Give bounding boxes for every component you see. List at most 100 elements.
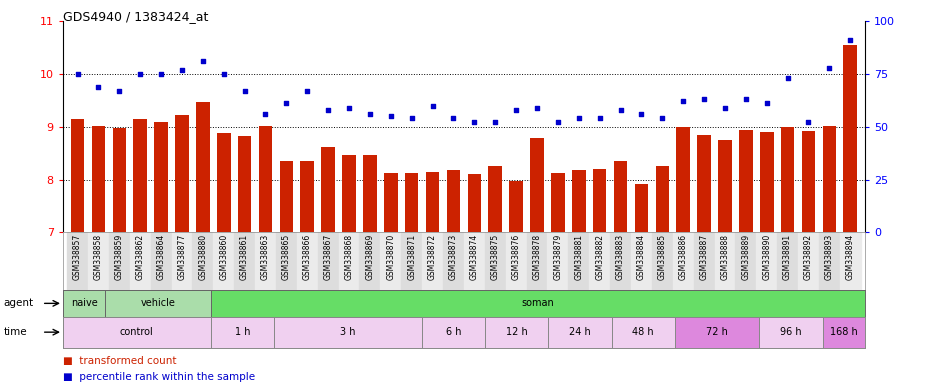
Bar: [589, 232, 610, 290]
Text: 168 h: 168 h: [830, 327, 857, 337]
Bar: [105, 290, 211, 317]
Text: GSM338880: GSM338880: [198, 234, 207, 280]
Text: time: time: [4, 327, 28, 337]
Bar: [463, 232, 485, 290]
Bar: [63, 290, 105, 317]
Text: GSM338878: GSM338878: [533, 234, 541, 280]
Text: GSM338888: GSM338888: [721, 234, 730, 280]
Text: GSM338890: GSM338890: [762, 234, 771, 280]
Point: [363, 111, 377, 117]
Text: GSM338872: GSM338872: [428, 234, 437, 280]
Bar: [443, 232, 463, 290]
Point: [738, 96, 753, 103]
Text: GSM338860: GSM338860: [219, 234, 228, 280]
Point: [341, 104, 356, 111]
Text: GSM338865: GSM338865: [282, 234, 290, 280]
Bar: [63, 317, 211, 348]
Point: [822, 65, 837, 71]
Bar: [510, 180, 523, 232]
Point: [154, 71, 168, 77]
Point: [404, 115, 419, 121]
Point: [195, 58, 210, 64]
Bar: [488, 166, 502, 232]
Text: GSM338883: GSM338883: [616, 234, 625, 280]
Text: GSM338891: GSM338891: [783, 234, 792, 280]
Text: GSM338873: GSM338873: [449, 234, 458, 280]
Bar: [130, 232, 151, 290]
Bar: [297, 232, 317, 290]
Text: GSM338866: GSM338866: [302, 234, 312, 280]
Bar: [572, 170, 586, 232]
Bar: [92, 126, 105, 232]
Bar: [676, 127, 690, 232]
Text: GSM338863: GSM338863: [261, 234, 270, 280]
Bar: [652, 232, 672, 290]
Text: 1 h: 1 h: [235, 327, 250, 337]
Bar: [317, 232, 339, 290]
Bar: [70, 119, 84, 232]
Bar: [467, 174, 481, 232]
Point: [300, 88, 314, 94]
Bar: [405, 173, 418, 232]
Bar: [777, 232, 798, 290]
Bar: [672, 232, 694, 290]
Text: GSM338874: GSM338874: [470, 234, 479, 280]
Bar: [798, 232, 819, 290]
Bar: [613, 161, 627, 232]
Bar: [822, 317, 865, 348]
Point: [780, 75, 795, 81]
Text: 72 h: 72 h: [706, 327, 728, 337]
Point: [613, 107, 628, 113]
Text: naive: naive: [70, 298, 97, 308]
Bar: [426, 172, 439, 232]
Bar: [211, 317, 274, 348]
Point: [237, 88, 252, 94]
Text: soman: soman: [522, 298, 554, 308]
Point: [91, 84, 105, 90]
Bar: [175, 115, 189, 232]
Bar: [234, 232, 255, 290]
Bar: [321, 147, 335, 232]
Point: [801, 119, 816, 126]
Bar: [109, 232, 130, 290]
Bar: [526, 232, 548, 290]
Bar: [568, 232, 589, 290]
Bar: [697, 135, 710, 232]
Point: [676, 98, 691, 104]
Bar: [549, 317, 611, 348]
Bar: [506, 232, 526, 290]
Bar: [214, 232, 234, 290]
Point: [634, 111, 648, 117]
Bar: [255, 232, 276, 290]
Text: vehicle: vehicle: [141, 298, 176, 308]
Bar: [422, 232, 443, 290]
Point: [279, 101, 294, 107]
Point: [759, 101, 774, 107]
Bar: [819, 232, 840, 290]
Bar: [360, 232, 380, 290]
Text: GSM338857: GSM338857: [73, 234, 82, 280]
Text: 24 h: 24 h: [569, 327, 591, 337]
Bar: [714, 232, 735, 290]
Bar: [735, 232, 757, 290]
Bar: [675, 317, 759, 348]
Point: [467, 119, 482, 126]
Text: GSM338894: GSM338894: [845, 234, 855, 280]
Text: GSM338876: GSM338876: [512, 234, 521, 280]
Bar: [551, 173, 564, 232]
Text: GSM338858: GSM338858: [94, 234, 103, 280]
Point: [530, 104, 545, 111]
Point: [487, 119, 502, 126]
Bar: [259, 126, 272, 232]
Text: GSM338871: GSM338871: [407, 234, 416, 280]
Text: GSM338892: GSM338892: [804, 234, 813, 280]
Bar: [171, 232, 192, 290]
Point: [697, 96, 711, 103]
Bar: [593, 169, 607, 232]
Bar: [196, 102, 210, 232]
Text: 96 h: 96 h: [780, 327, 802, 337]
Bar: [759, 317, 822, 348]
Text: GSM338868: GSM338868: [344, 234, 353, 280]
Bar: [656, 166, 669, 232]
Bar: [217, 133, 230, 232]
